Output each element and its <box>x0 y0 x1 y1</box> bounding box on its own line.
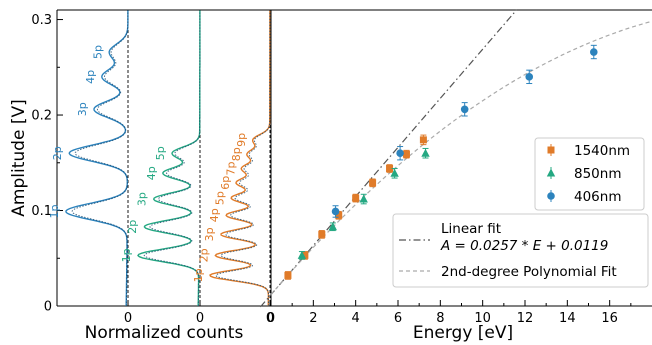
x-tick-label: 0 <box>267 311 275 326</box>
y-tick-label: 0.2 <box>31 109 52 124</box>
x-tick-label: 10 <box>474 311 491 326</box>
peak-label-1p: 1p <box>120 248 133 262</box>
peak-label-3p: 3p <box>76 102 89 116</box>
peak-label-3p: 3p <box>135 192 148 206</box>
legend-label-406nm: 406nm <box>574 189 621 205</box>
spectrum-fit-curve <box>143 10 201 306</box>
peak-label-4p: 4p <box>145 166 158 180</box>
x-tick-label: 0 <box>196 311 204 326</box>
legend-marker-1540nm <box>547 146 555 154</box>
peak-label-5p: 5p <box>214 191 227 205</box>
data-point-406nm <box>460 105 469 114</box>
data-point-1540nm <box>402 150 410 158</box>
data-point-406nm <box>331 207 340 216</box>
y-tick-label: 0 <box>44 300 52 315</box>
fits-legend-box <box>392 213 649 288</box>
peak-label-4p: 4p <box>84 70 97 84</box>
data-point-406nm <box>525 73 534 81</box>
data-point-1540nm <box>386 165 394 173</box>
data-point-850nm <box>359 194 368 203</box>
right-x-axis-label: Energy [eV] <box>413 323 513 343</box>
x-tick-label: 4 <box>352 311 360 326</box>
legend-label-850nm: 850nm <box>574 166 621 182</box>
peak-label-1p: 1p <box>48 204 61 218</box>
normalized-counts-panel: 0 0.1 0.2 0.3 0 1p 2p 3p 4p 5p 0 1p 2p 3p 4p 5p 0 1p 2p 3p 4… <box>31 9 274 326</box>
peak-label-9p: 9p <box>235 133 248 147</box>
data-point-1540nm <box>419 136 427 144</box>
spectrum-curve <box>137 10 201 306</box>
data-point-1540nm <box>335 211 343 219</box>
x-tick-label: 2 <box>309 311 317 326</box>
legend-marker-850nm <box>546 168 556 177</box>
data-point-406nm <box>396 149 404 158</box>
legend-poly-label: 2nd-degree Polynomial Fit <box>441 264 617 280</box>
data-point-1540nm <box>352 194 360 202</box>
spectrum-fit-curve <box>71 10 129 307</box>
data-point-850nm <box>390 168 399 177</box>
x-tick-label: 0 <box>124 311 132 326</box>
x-tick-label: 6 <box>394 311 402 326</box>
x-tick-label: 0 <box>266 311 274 326</box>
peak-label-4p: 4p <box>208 208 221 222</box>
data-point-1540nm <box>284 271 292 279</box>
x-tick-label: 16 <box>601 311 618 326</box>
peak-label-5p: 5p <box>91 45 104 59</box>
peak-label-2p: 2p <box>126 220 139 234</box>
data-point-1540nm <box>318 230 326 238</box>
legend-label-1540nm: 1540nm <box>574 143 630 159</box>
y-tick-label: 0.3 <box>31 13 52 28</box>
data-point-1540nm <box>301 251 309 259</box>
polynomial-fit-line <box>270 20 652 295</box>
peak-label-3p: 3p <box>203 227 216 241</box>
series-legend-box <box>534 137 645 211</box>
legend-linear-formula: A = 0.0257 * E + 0.0119 <box>440 238 608 254</box>
spectrum-curve <box>209 10 271 307</box>
legend-marker-406nm <box>547 192 555 200</box>
peak-label-1p: 1p <box>192 268 205 282</box>
peak-label-2p: 2p <box>197 248 210 262</box>
data-point-850nm <box>297 250 307 259</box>
x-tick-label: 8 <box>436 311 444 326</box>
legend-linear-label: Linear fit <box>441 221 501 237</box>
left-x-axis-label: Normalized counts <box>85 323 244 343</box>
peak-label-8p: 8p <box>230 147 243 161</box>
x-tick-label: 12 <box>517 311 534 326</box>
data-point-850nm <box>421 148 430 157</box>
peak-label-5p: 5p <box>154 146 167 160</box>
energy-panel: 0 2 4 6 8 10 12 14 16 <box>259 9 652 326</box>
peak-label-7p: 7p <box>224 161 237 175</box>
data-point-1540nm <box>369 179 377 187</box>
data-point-850nm <box>328 222 338 231</box>
peak-label-6p: 6p <box>219 176 232 190</box>
spectrum-fit-curve <box>215 10 271 306</box>
x-tick-label: 14 <box>559 311 576 326</box>
y-tick-label: 0.1 <box>31 204 52 219</box>
y-axis-label: Amplitude [V] <box>9 99 29 216</box>
peak-label-2p: 2p <box>51 146 64 160</box>
data-point-406nm <box>589 48 598 56</box>
